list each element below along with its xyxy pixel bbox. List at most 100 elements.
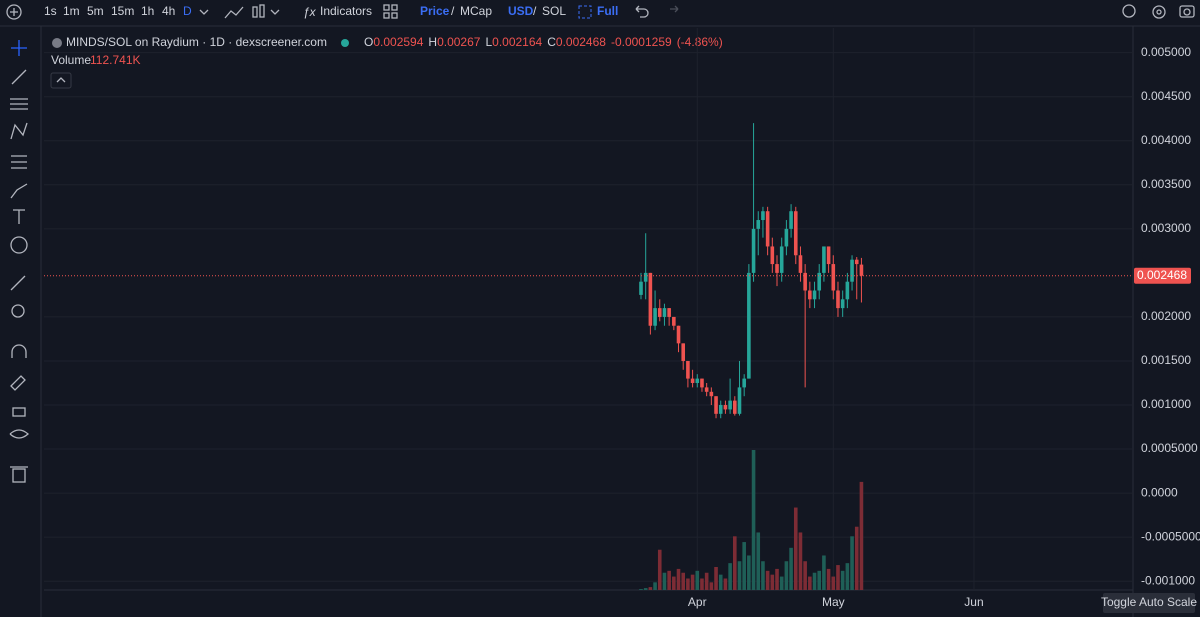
dropdown-icon[interactable]	[270, 9, 280, 15]
fib-tool[interactable]	[10, 98, 28, 110]
snapshot-icon[interactable]	[1179, 5, 1195, 18]
brush-tool[interactable]	[10, 183, 28, 199]
crosshair-tool[interactable]	[11, 40, 27, 56]
candle-body	[817, 272, 822, 291]
candle-body	[756, 220, 761, 229]
candle-body	[826, 246, 831, 265]
volume-bar	[639, 589, 643, 590]
settings-icon[interactable]	[1152, 5, 1166, 19]
volume-bar	[723, 578, 728, 590]
candle-body	[686, 360, 690, 379]
candle-body	[812, 290, 817, 300]
interval-button[interactable]: 5m	[87, 4, 104, 18]
ohlc-key: O	[364, 35, 373, 49]
volume-bar	[704, 572, 709, 590]
y-tick-label: 0.004500	[1141, 89, 1191, 103]
ohlc-value: -0.0001259	[611, 35, 672, 49]
indicators-button[interactable]: Indicators	[320, 4, 372, 18]
left-toolbar	[0, 26, 40, 617]
dropdown-icon[interactable]	[199, 9, 209, 15]
interval-button[interactable]: 1s	[44, 4, 57, 18]
volume-bar	[662, 572, 667, 590]
symbol-title: MINDS/SOL on Raydium · 1D · dexscreener.…	[66, 35, 327, 49]
ohlc-value: 0.002468	[556, 35, 606, 49]
volume-bar	[808, 576, 812, 590]
text-tool[interactable]	[13, 209, 25, 224]
add-symbol-icon[interactable]	[6, 4, 22, 20]
candle-icon	[259, 4, 265, 18]
fx-icon[interactable]: ƒx	[303, 5, 317, 19]
candle-icon[interactable]	[252, 6, 258, 18]
chart-type-icon[interactable]	[224, 6, 244, 19]
volume-bar	[667, 570, 671, 590]
redo-icon[interactable]	[670, 5, 679, 13]
interval-button[interactable]: D	[183, 4, 192, 18]
candle-body	[840, 299, 845, 309]
measure-tool[interactable]	[10, 275, 26, 291]
volume-bar	[718, 574, 723, 590]
interval-button[interactable]: 15m	[111, 4, 134, 18]
layout-icon[interactable]	[383, 4, 390, 11]
candle-body	[751, 228, 756, 273]
full-icon[interactable]	[578, 5, 592, 19]
candle-body	[714, 396, 718, 414]
magnet-tool[interactable]	[11, 344, 27, 358]
volume-bar	[657, 549, 662, 590]
price-toggle[interactable]: Price	[420, 4, 450, 18]
candle-body	[793, 211, 798, 256]
volume-bar	[653, 582, 657, 590]
forecast-tool[interactable]	[11, 155, 27, 169]
lock-tool[interactable]	[12, 407, 26, 417]
candle-body	[672, 316, 676, 326]
candle-body	[803, 272, 807, 291]
candle-body	[850, 259, 854, 282]
volume-bar	[826, 568, 831, 590]
x-tick-label: Apr	[688, 595, 707, 609]
hide-tool[interactable]	[9, 429, 29, 439]
volume-bar	[798, 532, 803, 590]
full-toggle[interactable]: Full	[597, 4, 618, 18]
candle-body	[700, 378, 704, 388]
zoom-tool[interactable]	[11, 304, 25, 318]
candle-body	[784, 228, 789, 247]
y-tick-label: -0.0005000	[1141, 529, 1200, 543]
trendline-tool[interactable]	[11, 69, 27, 85]
settings-icon	[1156, 9, 1162, 15]
undo-icon[interactable]	[635, 5, 649, 18]
volume-bar	[845, 563, 850, 590]
alert-icon[interactable]	[1122, 4, 1136, 18]
usd-toggle[interactable]: USD	[508, 4, 534, 18]
ohlc-legend: O 0.002594 H 0.00267 L 0.002164 C 0.002468 -0.00…	[364, 35, 723, 49]
last-price-label: 0.002468	[1137, 268, 1187, 282]
interval-button[interactable]: 1m	[63, 4, 80, 18]
pattern-tool[interactable]	[10, 122, 28, 140]
delete-tool[interactable]	[12, 468, 26, 483]
interval-button[interactable]: 4h	[162, 4, 175, 18]
mcap-toggle[interactable]: MCap	[460, 4, 492, 18]
volume-bar	[850, 536, 854, 590]
candle-body	[742, 378, 746, 388]
volume-bar	[779, 576, 784, 590]
candle-body	[854, 259, 859, 265]
interval-group: 1s 1m 5m 15m 1h 4h D	[44, 4, 192, 18]
volume-bar	[770, 574, 775, 590]
emoji-tool[interactable]	[10, 236, 28, 254]
volume-bar	[859, 481, 864, 590]
interval-button[interactable]: 1h	[141, 4, 154, 18]
candle-body	[681, 343, 686, 361]
volume-bar	[681, 572, 686, 590]
layout-icon	[391, 12, 398, 19]
ohlc-value: 0.00267	[437, 35, 481, 49]
candle-body	[676, 325, 681, 344]
collapse-button[interactable]	[50, 72, 72, 89]
lock-drawing-tool[interactable]	[10, 375, 26, 391]
x-tick-label: May	[822, 595, 845, 609]
candle-body	[845, 281, 850, 300]
auto-scale-button[interactable]	[1103, 593, 1195, 613]
volume-bar	[854, 526, 859, 590]
sol-toggle[interactable]: SOL	[542, 4, 566, 18]
candle-body	[808, 290, 812, 300]
volume-bar	[695, 570, 700, 590]
